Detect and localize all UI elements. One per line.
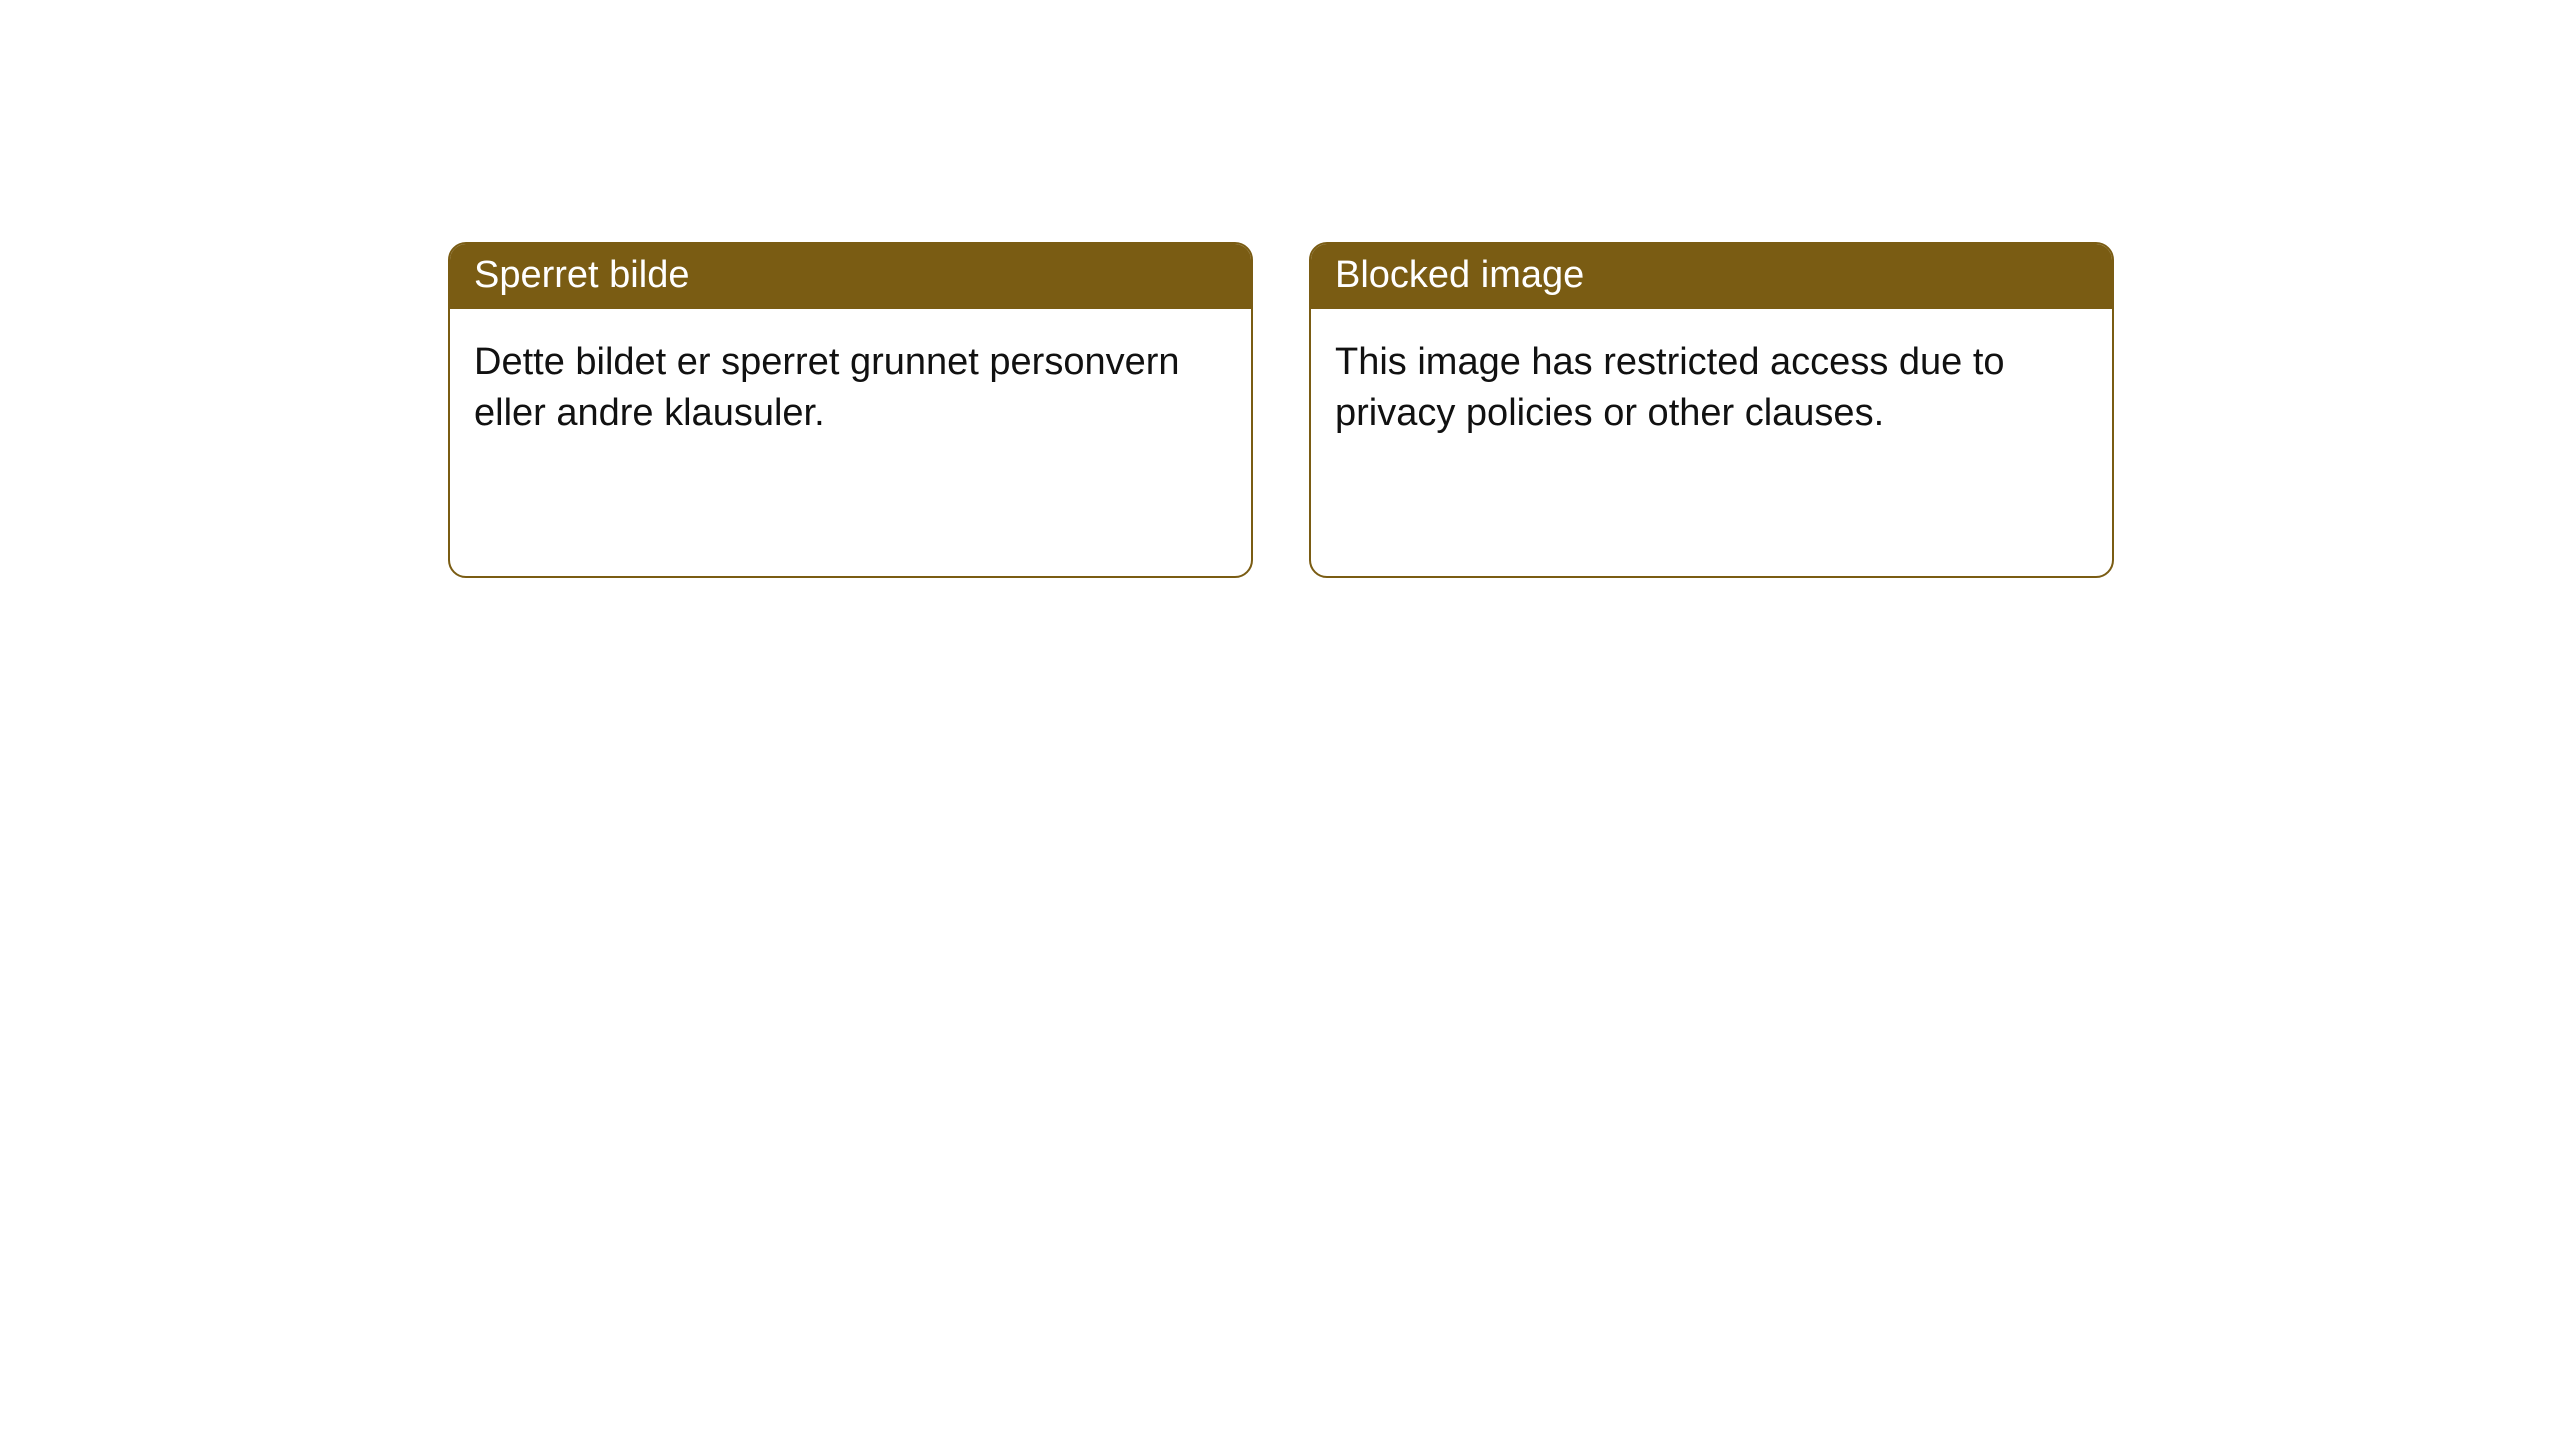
notice-title-en: Blocked image xyxy=(1311,244,2112,309)
notice-body-en: This image has restricted access due to … xyxy=(1311,309,2112,468)
notice-title-no: Sperret bilde xyxy=(450,244,1251,309)
notice-body-no: Dette bildet er sperret grunnet personve… xyxy=(450,309,1251,468)
notice-card-no: Sperret bilde Dette bildet er sperret gr… xyxy=(448,242,1253,578)
notice-container: Sperret bilde Dette bildet er sperret gr… xyxy=(448,242,2114,578)
notice-card-en: Blocked image This image has restricted … xyxy=(1309,242,2114,578)
